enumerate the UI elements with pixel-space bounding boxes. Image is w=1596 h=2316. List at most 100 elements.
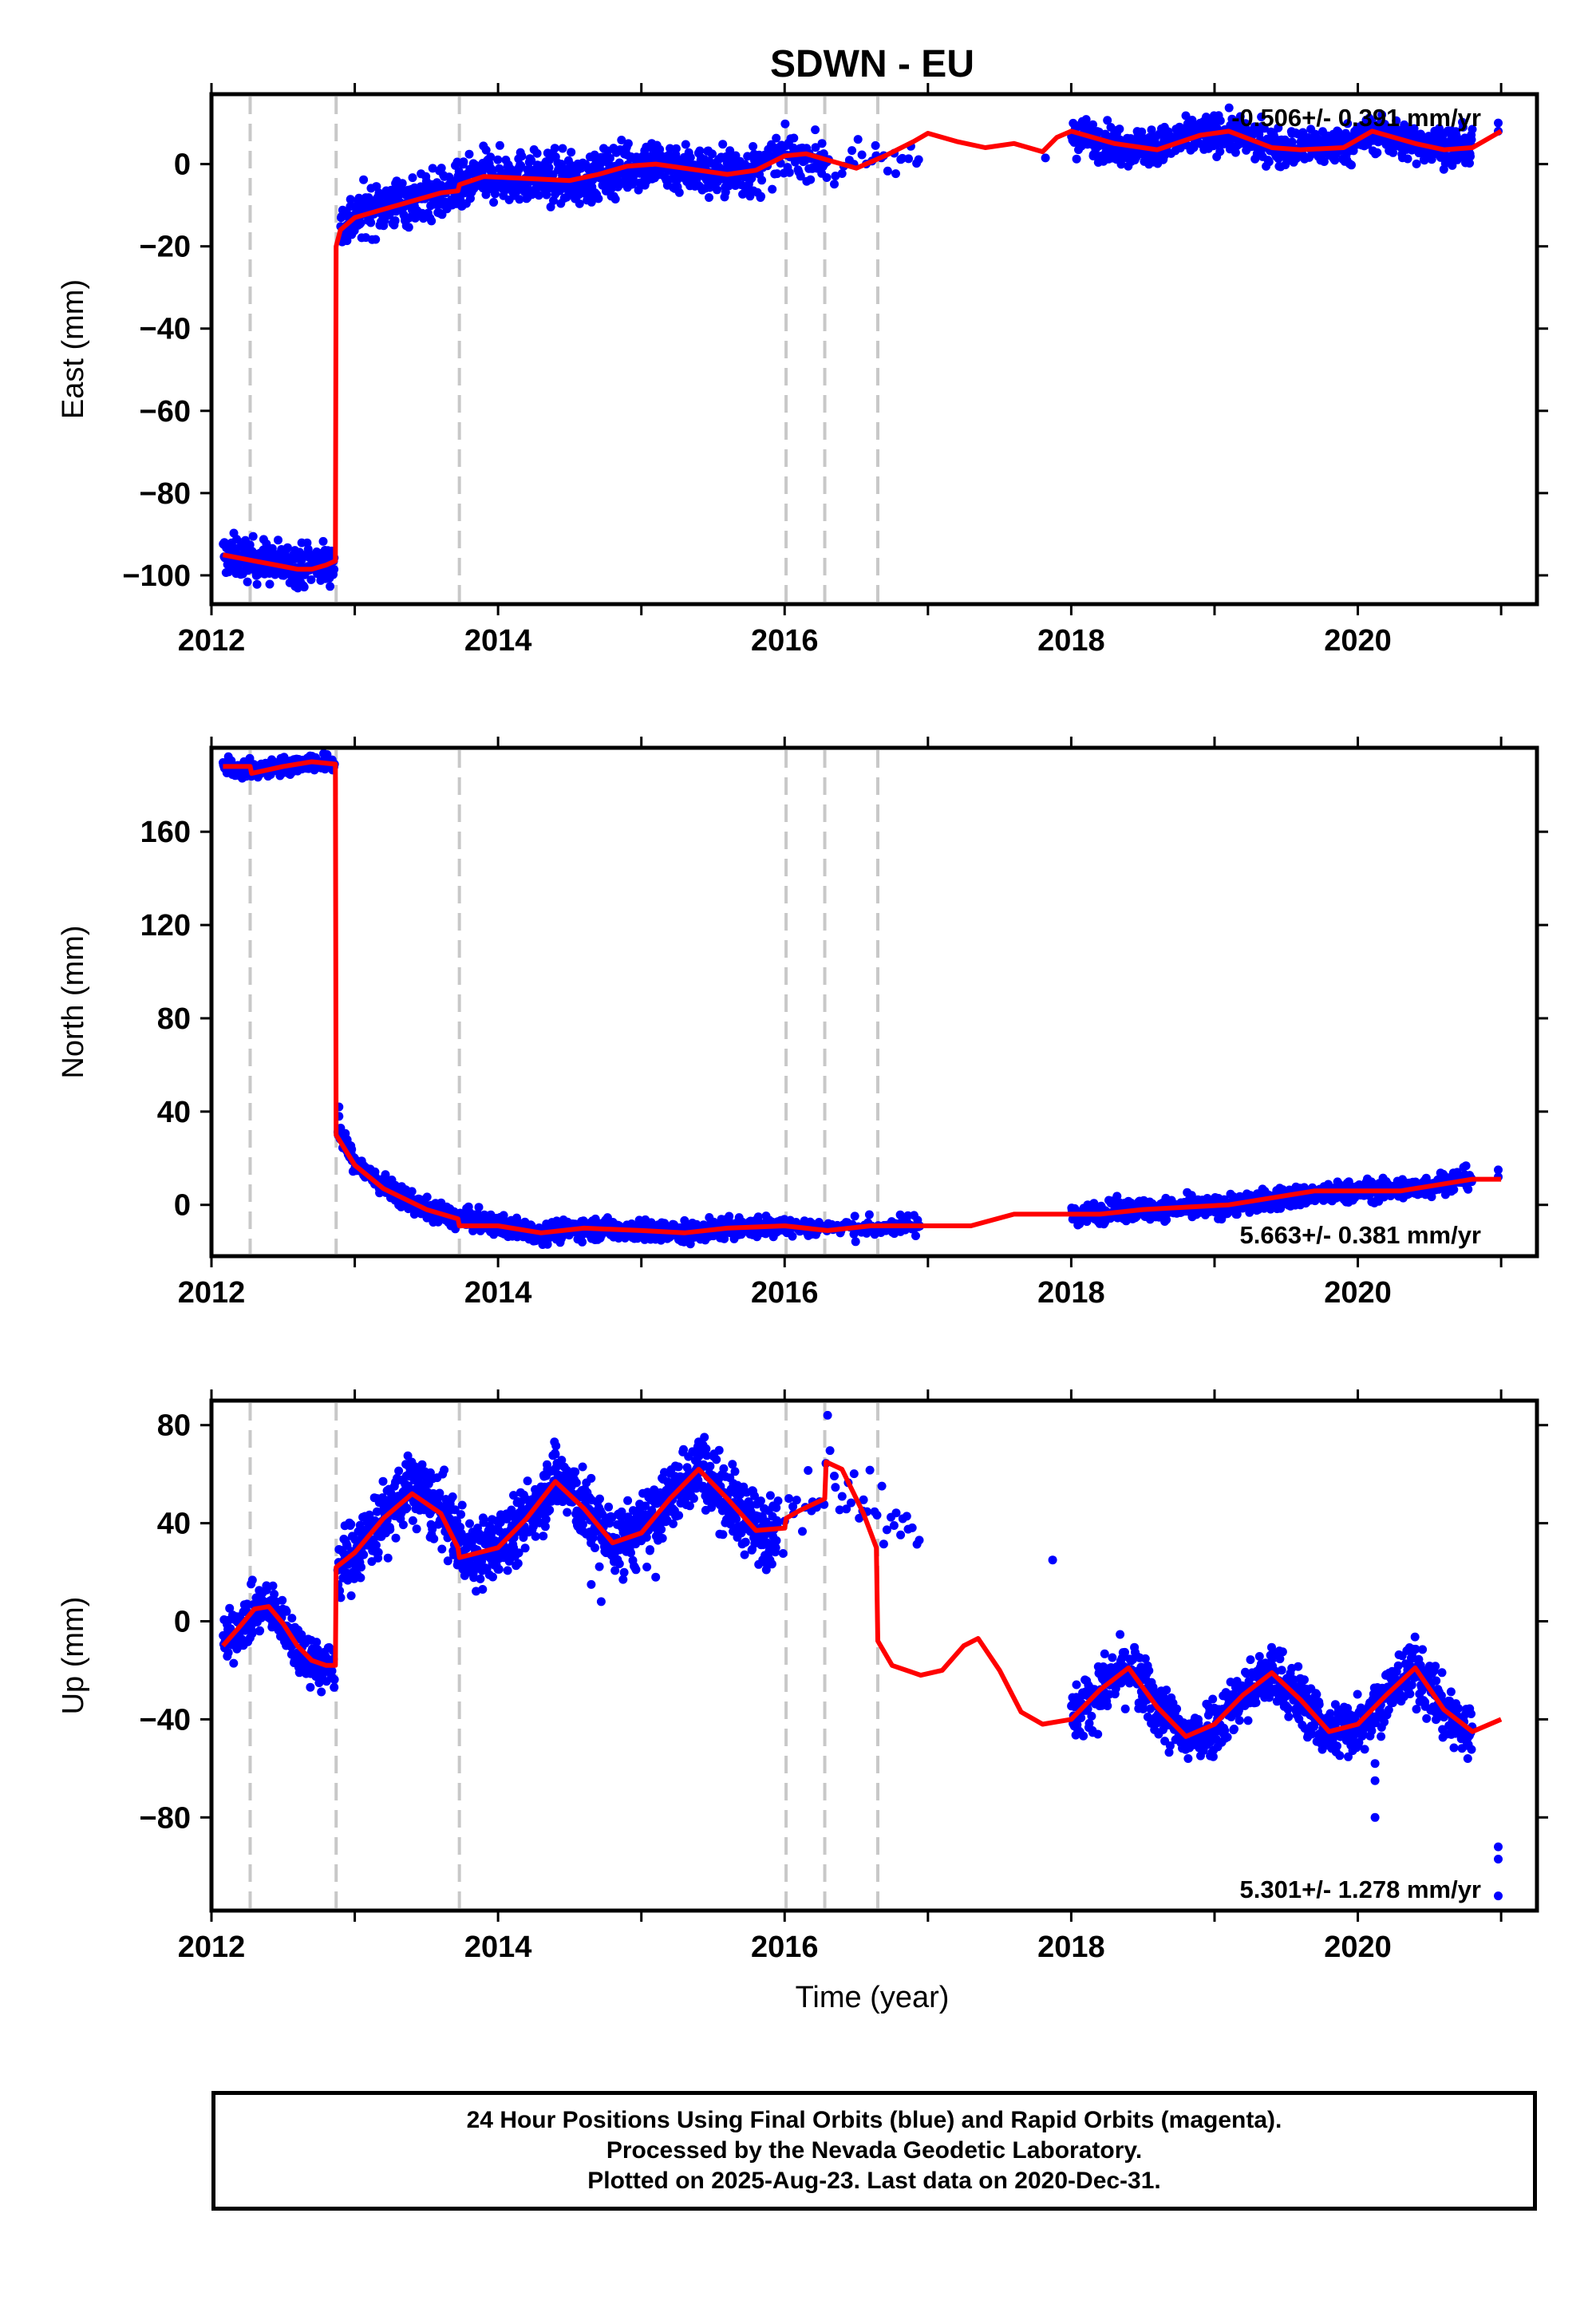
data-point: [365, 1510, 374, 1520]
data-point: [437, 164, 446, 173]
data-point: [1115, 124, 1124, 134]
data-point: [871, 140, 880, 150]
data-point: [417, 1460, 427, 1469]
data-point: [248, 1627, 258, 1637]
data-point: [605, 153, 614, 163]
data-point: [772, 169, 782, 179]
data-point: [837, 169, 847, 178]
data-point: [408, 173, 417, 183]
data-point: [317, 1687, 326, 1697]
data-point: [486, 152, 496, 162]
data-point: [578, 1237, 587, 1247]
data-point: [373, 1507, 381, 1516]
data-point: [428, 1524, 437, 1534]
data-point: [330, 565, 339, 574]
data-point: [768, 184, 777, 194]
data-point: [503, 1566, 512, 1575]
velocity-annotation: 5.663+/- 0.381 mm/yr: [1240, 1221, 1481, 1249]
data-point: [488, 1572, 497, 1582]
data-point: [1347, 160, 1356, 170]
data-point: [830, 180, 839, 189]
data-point: [713, 185, 721, 195]
model-line: [222, 128, 1503, 572]
data-point: [1116, 160, 1126, 169]
data-point: [435, 1488, 444, 1498]
data-point: [720, 1234, 729, 1243]
data-point: [443, 1556, 452, 1566]
data-point: [851, 1237, 860, 1247]
data-point: [459, 157, 468, 167]
y-tick-label: −40: [140, 313, 191, 346]
data-point: [1215, 116, 1225, 125]
data-point: [708, 149, 717, 159]
y-tick-label: 120: [140, 909, 191, 943]
data-point: [294, 1668, 304, 1678]
y-tick-label: −20: [140, 231, 191, 264]
data-point: [255, 1626, 265, 1635]
data-point: [282, 543, 292, 552]
data-point: [822, 173, 832, 182]
data-point: [265, 579, 275, 589]
y-axis-label: North (mm): [57, 925, 90, 1078]
data-point: [243, 1599, 252, 1609]
data-point: [1103, 116, 1112, 125]
data-point: [398, 1520, 408, 1530]
data-point: [681, 140, 690, 149]
data-point: [811, 125, 820, 135]
data-point: [509, 1491, 518, 1500]
data-point: [904, 154, 914, 164]
data-point: [359, 175, 369, 184]
data-point: [1403, 154, 1412, 164]
data-point: [853, 135, 863, 144]
data-point: [666, 144, 675, 153]
data-point: [789, 133, 799, 143]
data-point: [282, 1607, 291, 1616]
data-point: [306, 575, 316, 584]
data-point: [403, 1451, 413, 1460]
y-tick-label: 0: [174, 148, 191, 182]
data-point: [1319, 157, 1329, 166]
data-point: [465, 1519, 474, 1528]
data-point: [356, 1573, 365, 1583]
y-tick-label: 160: [140, 816, 191, 849]
data-point: [1274, 123, 1283, 132]
x-tick-label: 2012: [178, 1276, 246, 1310]
data-point: [474, 1203, 484, 1212]
data-point: [1112, 1192, 1122, 1201]
data-point: [225, 1603, 235, 1613]
data-point: [378, 1476, 388, 1486]
data-point: [671, 144, 681, 153]
data-point: [1215, 147, 1225, 156]
data-point: [327, 1666, 337, 1676]
data-point: [1343, 119, 1353, 128]
data-point: [402, 1504, 412, 1513]
data-point: [366, 218, 376, 227]
plot-frame: [209, 92, 1539, 607]
data-point: [1264, 157, 1274, 167]
data-point: [550, 144, 559, 153]
x-tick-label: 2016: [751, 1276, 819, 1310]
data-point: [534, 191, 543, 200]
data-point: [587, 197, 596, 207]
data-point: [385, 1525, 395, 1534]
data-point: [346, 1591, 356, 1600]
data-point: [718, 140, 728, 149]
y-tick-label: 40: [157, 1096, 191, 1129]
data-point: [394, 1466, 404, 1476]
data-point: [480, 1515, 488, 1524]
data-point: [516, 161, 526, 171]
figure-title: SDWN - EU: [770, 43, 974, 85]
data-points: [219, 749, 1503, 1249]
data-point: [1235, 112, 1245, 121]
data-point: [390, 216, 400, 225]
data-point: [391, 1533, 401, 1543]
data-point: [297, 1630, 306, 1639]
data-point: [356, 218, 365, 227]
data-point: [883, 166, 892, 176]
data-point: [674, 188, 684, 197]
data-point: [437, 1544, 447, 1554]
data-point: [477, 1557, 487, 1566]
data-point: [1448, 160, 1457, 170]
data-point: [1461, 1161, 1471, 1171]
data-point: [831, 172, 840, 180]
